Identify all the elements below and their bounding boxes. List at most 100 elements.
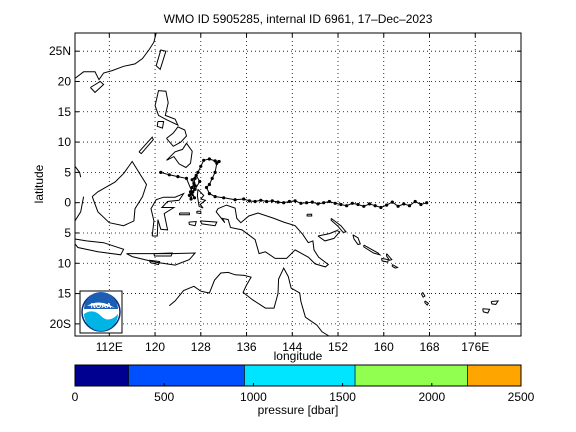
profile-point (215, 161, 219, 165)
profile-point (259, 198, 263, 202)
lat-tick-label: 25N (49, 44, 71, 58)
colorbar-segments (74, 364, 522, 387)
coast-mindoro (156, 121, 165, 129)
profile-point (213, 195, 217, 199)
profile-point (310, 200, 314, 204)
profile-point (198, 179, 202, 184)
colorbar-tick-label: 1000 (240, 390, 267, 404)
colorbar-tick-label: 1500 (329, 390, 356, 404)
colorbar-border (74, 364, 522, 387)
coast-solomons-1 (363, 244, 382, 256)
profile-point (287, 199, 291, 204)
profile-point (322, 201, 326, 205)
coast-fiji (482, 308, 491, 314)
longitude-ticks: 112E 120 128 136 144 152 160 168 176E (96, 33, 489, 354)
profile-point (276, 200, 280, 204)
profile-point (390, 200, 394, 204)
x-axis-label: longitude (274, 349, 323, 363)
lon-tick-label: 152 (328, 340, 348, 354)
lon-tick-label: 120 (145, 340, 165, 354)
lon-tick-label: 144 (282, 340, 302, 354)
profile-point (362, 204, 366, 208)
coast-seram (199, 220, 218, 227)
coast-luzon (154, 90, 179, 127)
profile-point (192, 196, 197, 200)
lat-tick-label: 10 (58, 256, 72, 270)
coast-borneo (91, 160, 148, 227)
coast-sula (179, 212, 190, 216)
coast-buru (188, 220, 197, 227)
figure-title: WMO ID 5905285, internal ID 6961, 17–Dec… (164, 12, 433, 26)
coast-vanuatu-1 (420, 292, 426, 298)
profile-point (233, 198, 237, 202)
profile-point (316, 202, 320, 206)
coast-flores (153, 252, 173, 257)
coast-vanuatu-2 (424, 300, 430, 306)
coast-mindanao (166, 142, 193, 169)
profile-point (350, 201, 354, 205)
profile-point (193, 184, 197, 188)
profile-point (282, 201, 286, 205)
profile-point (204, 185, 209, 190)
lat-tick-label: 20S (50, 317, 71, 331)
profile-point (190, 178, 194, 182)
colorbar-tick-label: 0 (72, 390, 79, 404)
profile-point (184, 176, 189, 180)
profile-point (379, 205, 383, 210)
colorbar-tick-label: 2500 (508, 390, 535, 404)
lon-tick-label: 112E (96, 340, 123, 354)
profile-point (194, 173, 198, 177)
map-frame (75, 33, 521, 336)
profile-point (213, 159, 217, 163)
lat-tick-label: 15 (58, 105, 72, 119)
colorbar-label: pressure [dbar] (258, 403, 339, 417)
noaa-logo-text: NOAA (91, 303, 112, 310)
profile-point (367, 202, 372, 206)
profile-point (327, 199, 331, 204)
coast-new-britain (317, 230, 341, 242)
profile-point (207, 182, 211, 187)
lat-tick-label: 0 (64, 196, 71, 210)
colorbar-segment (74, 364, 129, 387)
map-axes: 112E 120 128 136 144 152 160 168 176E 25N 20 15 10 5… (49, 32, 522, 354)
profile-point (192, 181, 196, 185)
y-axis-label: latitude (32, 164, 46, 203)
profile-point (213, 170, 217, 174)
profile-point (356, 202, 360, 207)
profile-point (217, 159, 221, 164)
coast-mainland (74, 32, 157, 81)
coast-java (74, 238, 125, 256)
coast-solomons-3 (386, 253, 393, 261)
profile-point (253, 199, 257, 204)
colorbar-ticks: 0 500 1000 1500 2000 2500 (72, 383, 535, 404)
coast-visayas (166, 126, 188, 147)
profile-point (210, 176, 214, 180)
lon-tick-label: 168 (419, 340, 439, 354)
lon-tick-label: 136 (237, 340, 257, 354)
coast-australia (168, 266, 330, 337)
profile-point (305, 201, 309, 205)
profile-point (333, 201, 337, 205)
profile-point (207, 157, 211, 161)
profile-point (293, 199, 297, 203)
coast-sumba (148, 259, 161, 266)
coast-malaya (74, 165, 82, 178)
coast-new-ireland (330, 218, 347, 233)
lat-tick-label: 5 (64, 226, 71, 240)
coast-taiwan (155, 49, 167, 71)
lat-tick-label: 5 (64, 165, 71, 179)
colorbar-segment (354, 364, 468, 387)
profile-point (199, 164, 203, 168)
coast-manus (306, 213, 313, 217)
profile-point (373, 204, 377, 208)
lon-tick-label: 176E (461, 340, 489, 354)
profile-point (419, 202, 423, 207)
profile-point (187, 193, 191, 197)
lat-tick-label: 15 (58, 287, 72, 301)
profile-point (207, 192, 211, 196)
lat-tick-label: 20 (58, 74, 72, 88)
coast-obi (196, 210, 202, 215)
lon-tick-label: 128 (191, 340, 211, 354)
colorbar: 0 500 1000 1500 2000 2500 pressure [dbar] (72, 364, 535, 417)
